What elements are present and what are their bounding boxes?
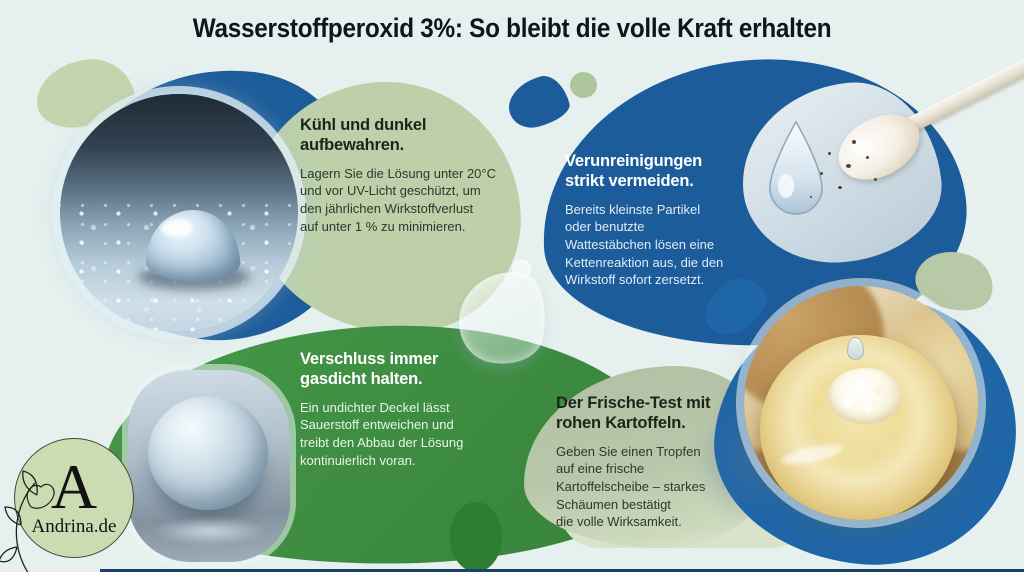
avoid-contamination-heading: Verunreinigungen strikt vermeiden. <box>565 152 703 190</box>
dirt-speck <box>866 156 869 159</box>
frozen-droplet-photo <box>60 94 298 332</box>
water-droplet-shape <box>146 210 240 282</box>
potato-foam-photo <box>744 286 978 520</box>
potato-test-body: Geben Sie einen Tropfen auf eine frische… <box>556 443 706 530</box>
section-avoid-contamination: Verunreinigungen strikt vermeiden. Berei… <box>565 152 750 289</box>
sphere-reflection <box>156 518 264 544</box>
water-drop-icon <box>769 120 823 215</box>
falling-drop-icon <box>846 337 864 361</box>
logo-initial: A <box>50 451 98 523</box>
dirt-speck <box>820 172 823 175</box>
glass-sphere-photo <box>128 370 290 562</box>
dirt-speck <box>846 164 851 168</box>
dirt-speck <box>828 152 831 155</box>
bottom-accent-bar <box>100 569 1024 572</box>
dirt-speck <box>838 186 842 189</box>
seal-tight-body: Ein undichter Deckel lässt Sauerstoff en… <box>300 399 464 468</box>
brand-logo: A Andrina.de <box>0 438 134 572</box>
store-cool-body: Lagern Sie die Lösung unter 20°C und vor… <box>300 165 497 234</box>
section-store-cool: Kühl und dunkel aufbewahren. Lagern Sie … <box>300 116 510 235</box>
decor-blue-blob-top-center <box>502 71 574 133</box>
logo-site-name: Andrina.de <box>31 515 117 537</box>
dirt-speck <box>874 178 877 181</box>
decor-green-dot-bottom-center <box>450 502 502 572</box>
droplet-highlight <box>161 218 193 238</box>
store-cool-heading: Kühl und dunkel aufbewahren. <box>300 116 427 154</box>
section-seal-tight: Verschluss immer gasdicht halten. Ein un… <box>300 350 495 469</box>
dirt-speck <box>852 140 856 144</box>
decor-sage-dot-top-center <box>570 72 597 98</box>
frosted-glass-dot <box>512 260 531 278</box>
potato-test-heading: Der Frische-Test mit rohen Kartoffeln. <box>556 394 711 432</box>
page-title: Wasserstoffperoxid 3%: So bleibt die vol… <box>192 13 832 43</box>
glass-sphere-shape <box>148 396 268 510</box>
avoid-contamination-body: Bereits kleinste Partikel oder benutzte … <box>565 201 724 288</box>
foam-bubbles <box>828 367 903 424</box>
section-potato-test: Der Frische-Test mit rohen Kartoffeln. G… <box>556 394 766 531</box>
seal-tight-heading: Verschluss immer gasdicht halten. <box>300 350 439 388</box>
dirt-speck <box>810 196 812 198</box>
